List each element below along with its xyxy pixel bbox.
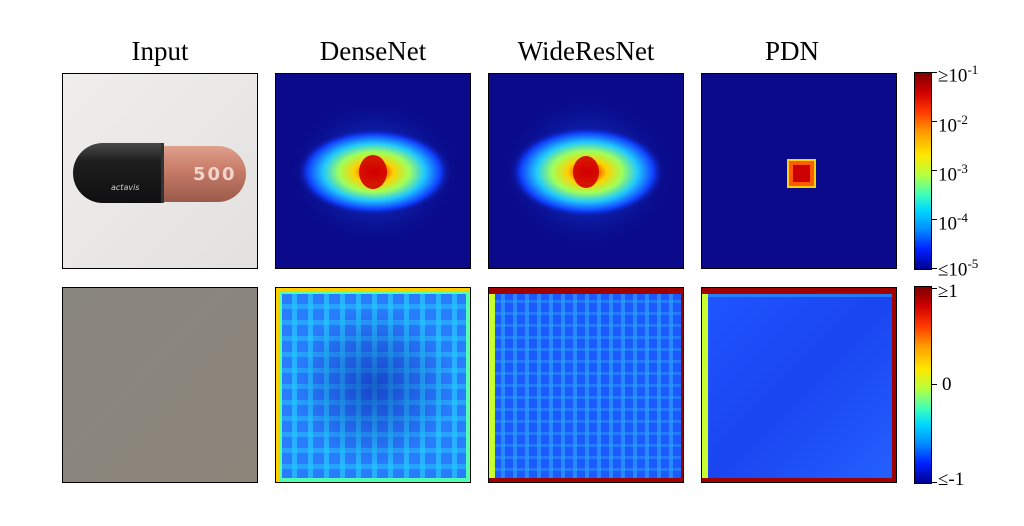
column-title-densenet: DenseNet bbox=[319, 36, 427, 66]
densenet-grid-heatmap bbox=[275, 287, 471, 483]
capsule-brand: actavis bbox=[111, 183, 139, 192]
capsule-number: 500 bbox=[193, 164, 237, 185]
densenet-gradient-heatmap bbox=[275, 73, 471, 269]
colorbar-top-label-2: 10-2 bbox=[938, 112, 968, 137]
wideresnet-grid-heatmap bbox=[488, 287, 684, 483]
colorbar-top-label-max: ≥10-1 bbox=[938, 62, 979, 87]
colorbar-top-label-4: 10-4 bbox=[938, 210, 968, 235]
colorbar-top-label-min: ≤10-5 bbox=[938, 256, 979, 281]
pdn-smooth-heatmap bbox=[701, 287, 897, 483]
colorbar-bottom-label-max: ≥1 bbox=[938, 281, 958, 302]
input-gray-image bbox=[62, 287, 258, 483]
colorbar-bottom-label-zero: 0 bbox=[942, 374, 952, 395]
column-title-pdn: PDN bbox=[764, 36, 819, 66]
colorbar-bottom bbox=[914, 286, 932, 484]
colorbar-top bbox=[914, 72, 932, 270]
input-capsule-image: 500 actavis bbox=[62, 73, 258, 269]
pdn-gradient-heatmap bbox=[701, 73, 897, 269]
colorbar-bottom-label-min: ≤-1 bbox=[938, 469, 965, 490]
colorbar-top-label-3: 10-3 bbox=[938, 161, 968, 186]
column-title-input: Input bbox=[131, 36, 189, 66]
column-title-wideresnet: WideResNet bbox=[517, 36, 655, 66]
wideresnet-gradient-heatmap bbox=[488, 73, 684, 269]
